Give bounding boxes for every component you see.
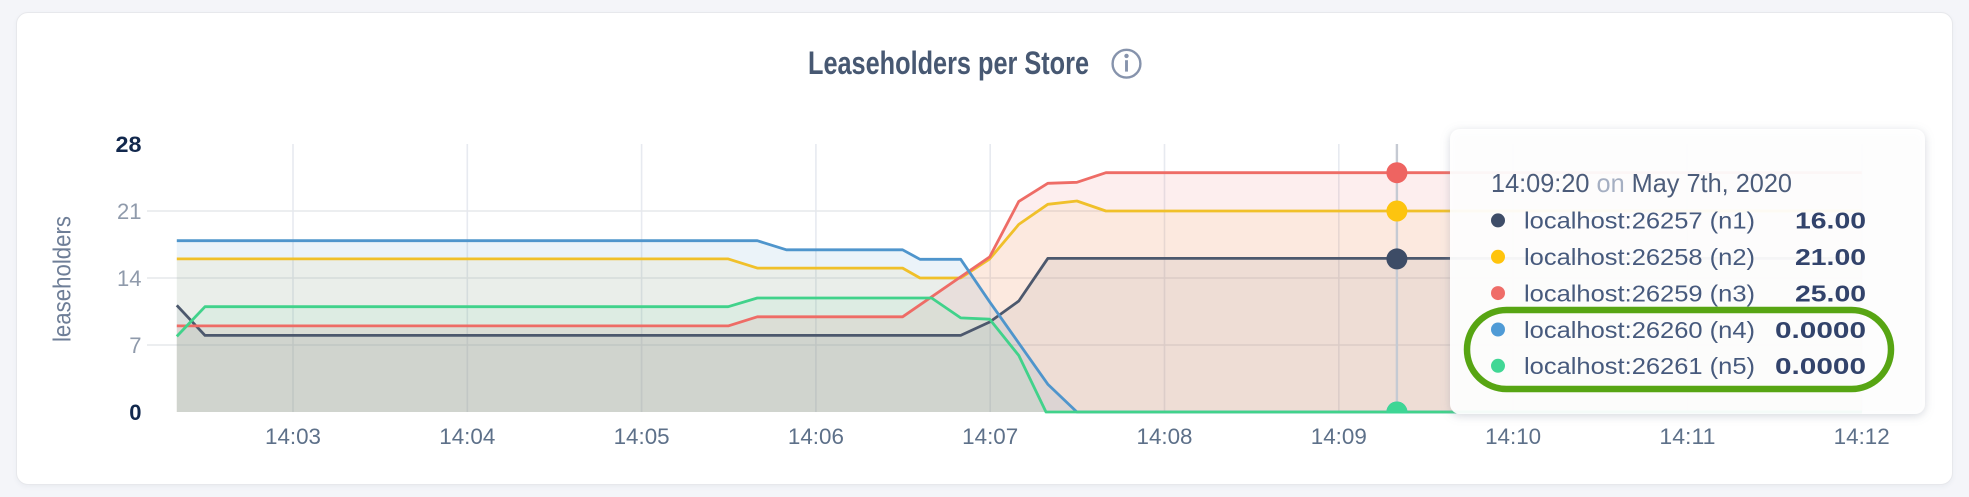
svg-text:25.00: 25.00 bbox=[1795, 280, 1866, 306]
svg-text:localhost:26257 (n1): localhost:26257 (n1) bbox=[1524, 208, 1755, 234]
svg-text:14:04: 14:04 bbox=[439, 424, 495, 449]
svg-text:16.00: 16.00 bbox=[1795, 208, 1866, 234]
svg-text:14:12: 14:12 bbox=[1834, 424, 1890, 449]
svg-text:leaseholders: leaseholders bbox=[49, 216, 77, 342]
svg-text:localhost:26259 (n3): localhost:26259 (n3) bbox=[1524, 280, 1755, 306]
svg-text:14:05: 14:05 bbox=[614, 424, 670, 449]
svg-text:14:07: 14:07 bbox=[962, 424, 1018, 449]
svg-text:Leaseholders per Store: Leaseholders per Store bbox=[808, 45, 1089, 81]
svg-text:localhost:26260 (n4): localhost:26260 (n4) bbox=[1524, 317, 1755, 343]
svg-text:0.0000: 0.0000 bbox=[1775, 353, 1866, 379]
svg-text:localhost:26258 (n2): localhost:26258 (n2) bbox=[1524, 244, 1755, 270]
svg-text:21: 21 bbox=[117, 199, 142, 224]
svg-text:14:08: 14:08 bbox=[1137, 424, 1193, 449]
svg-text:14:10: 14:10 bbox=[1485, 424, 1541, 449]
svg-text:14:09: 14:09 bbox=[1311, 424, 1367, 449]
svg-text:28: 28 bbox=[116, 132, 142, 157]
svg-text:14:06: 14:06 bbox=[788, 424, 844, 449]
svg-text:localhost:26261 (n5): localhost:26261 (n5) bbox=[1524, 353, 1755, 379]
svg-text:14:09:20 on May 7th, 2020: 14:09:20 on May 7th, 2020 bbox=[1491, 168, 1792, 198]
svg-text:14:03: 14:03 bbox=[265, 424, 321, 449]
svg-text:14: 14 bbox=[117, 266, 142, 291]
svg-text:21.00: 21.00 bbox=[1795, 244, 1866, 270]
svg-text:0.0000: 0.0000 bbox=[1775, 317, 1866, 343]
svg-text:14:11: 14:11 bbox=[1659, 424, 1715, 449]
svg-text:0: 0 bbox=[129, 400, 141, 425]
svg-text:7: 7 bbox=[129, 333, 141, 358]
